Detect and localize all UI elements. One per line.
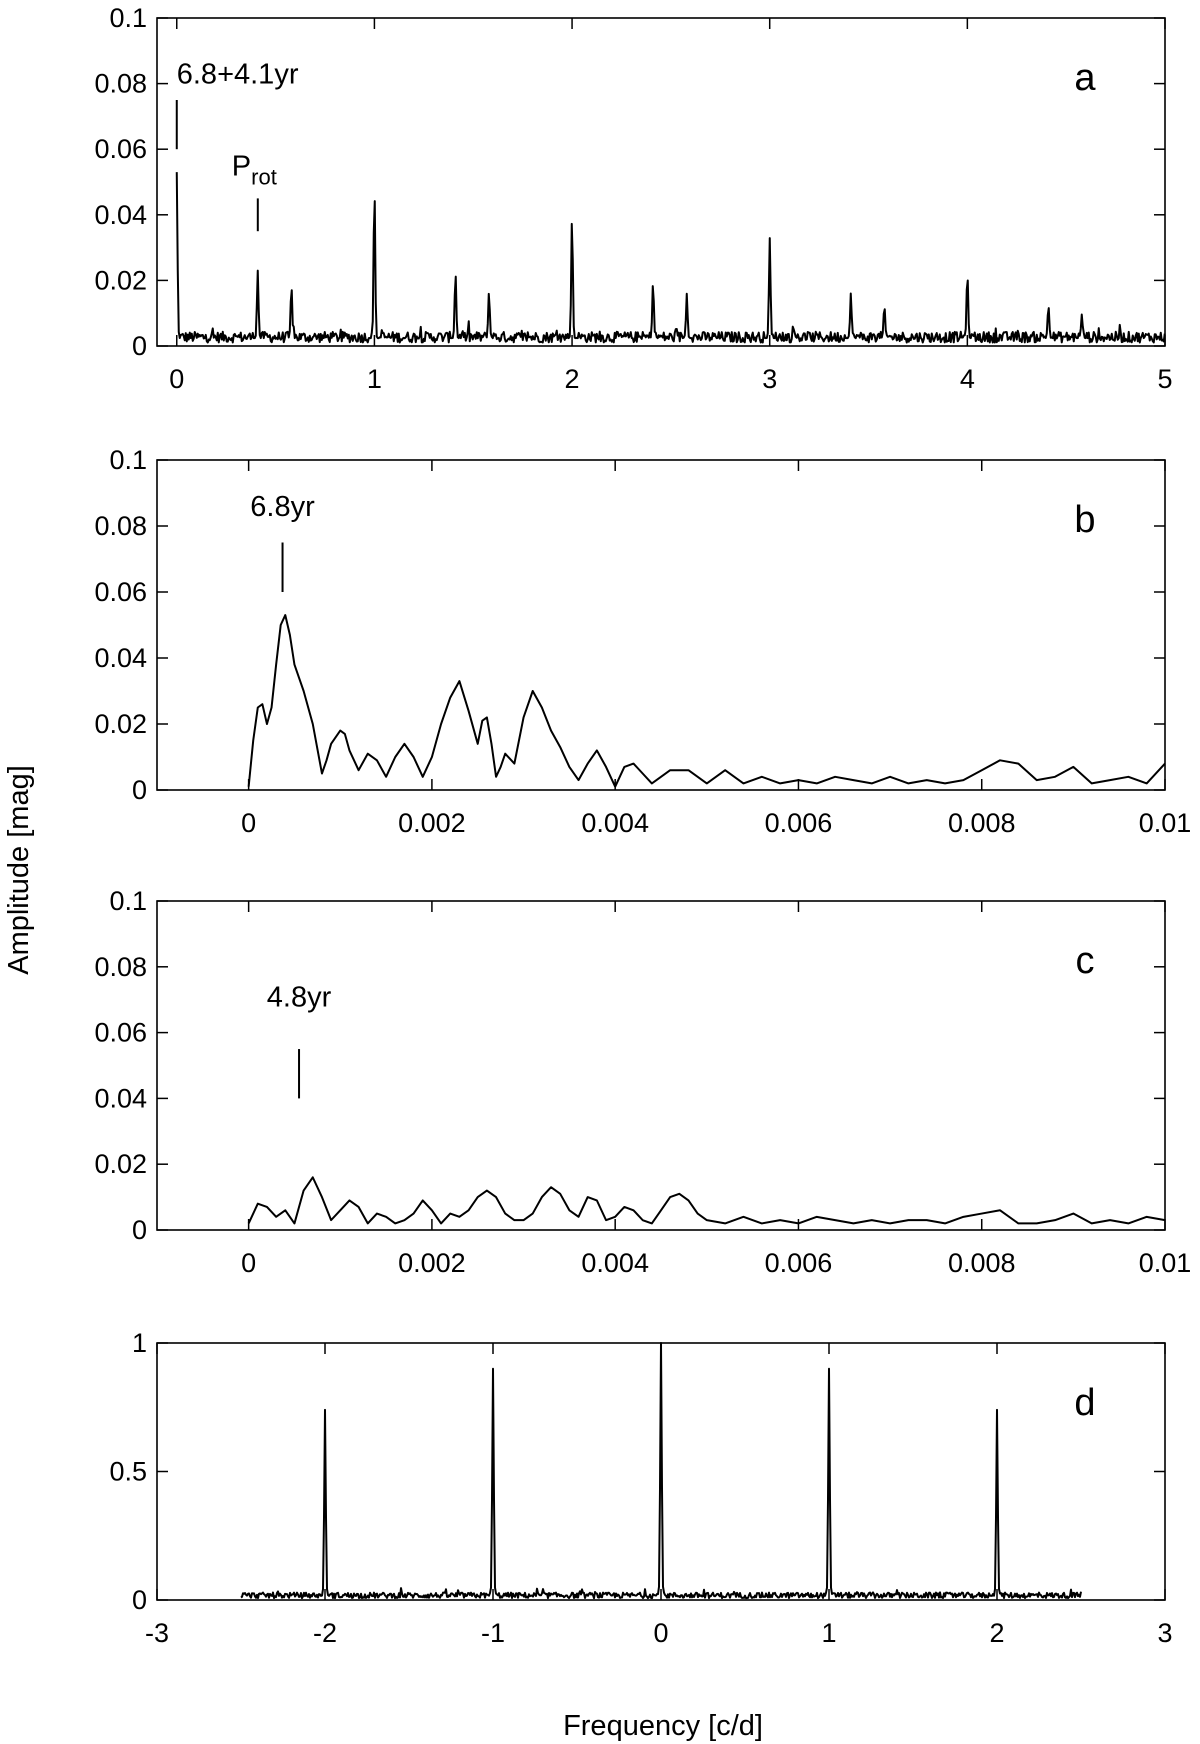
x-tick-label: 3 — [1157, 1618, 1172, 1648]
x-tick-label: 4 — [960, 364, 975, 394]
y-tick-label: 0.08 — [94, 69, 147, 99]
x-tick-label: 0.006 — [765, 808, 833, 838]
annotation-label: 6.8yr — [250, 491, 315, 523]
x-tick-label: -1 — [481, 1618, 505, 1648]
x-tick-label: 3 — [762, 364, 777, 394]
panel-b: 0 0.02 0.04 0.06 0.08 0.1 0 0.002 0.004 0.006 0.00… — [94, 445, 1191, 838]
x-tick-label: 5 — [1157, 364, 1172, 394]
y-tick-label: 0.02 — [94, 265, 147, 295]
y-tick-label: 0.04 — [94, 200, 147, 230]
y-tick-label: 0.08 — [94, 511, 147, 541]
y-tick-label: 0.04 — [94, 643, 147, 673]
annotation-label: 6.8+4.1yr — [177, 59, 299, 91]
x-tick-label: 0.008 — [948, 808, 1016, 838]
y-tick-label: 1 — [132, 1328, 147, 1358]
x-tick-label: 1 — [367, 364, 382, 394]
plot-frame — [156, 17, 1166, 347]
y-tick-label: 0 — [132, 1215, 147, 1245]
y-tick-label: 0.04 — [94, 1083, 147, 1113]
y-tick-label: 0.1 — [109, 886, 147, 916]
y-tick-label: 0.1 — [109, 445, 147, 475]
x-tick-label: 2 — [565, 364, 580, 394]
series-line — [175, 172, 1166, 344]
x-tick-label: 0 — [241, 1248, 256, 1278]
panel-d: 0 0.5 1 -3 -2 -1 0 1 2 3 d — [109, 1328, 1172, 1648]
y-tick-label: 0.06 — [94, 134, 147, 164]
x-tick-label: 2 — [989, 1618, 1004, 1648]
x-tick-label: 0 — [241, 808, 256, 838]
x-tick-label: 0.004 — [581, 808, 649, 838]
x-tick-label: 0.006 — [765, 1248, 833, 1278]
y-tick-label: 0.1 — [109, 3, 147, 33]
series-line — [247, 614, 1166, 788]
x-tick-label: 0.004 — [581, 1248, 649, 1278]
y-axis-title: Amplitude [mag] — [3, 765, 35, 975]
annotation-label: 4.8yr — [267, 981, 332, 1013]
panel-label: a — [1074, 57, 1096, 99]
y-tick-label: 0 — [132, 331, 147, 361]
panel-c: 0 0.02 0.04 0.06 0.08 0.1 0 0.002 0.004 0.006 0.00… — [94, 886, 1191, 1278]
x-tick-label: -2 — [313, 1618, 337, 1648]
plot-frame — [156, 459, 1166, 791]
panel-label: b — [1074, 499, 1095, 541]
x-tick-label: 0.01 — [1139, 1248, 1192, 1278]
panel-label: c — [1076, 940, 1095, 982]
y-tick-label: 0.08 — [94, 952, 147, 982]
y-tick-label: 0 — [132, 1585, 147, 1615]
x-tick-label: 0 — [169, 364, 184, 394]
x-tick-label: 0.01 — [1139, 808, 1192, 838]
x-tick-label: 0.002 — [398, 808, 466, 838]
y-tick-label: 0.06 — [94, 1018, 147, 1048]
y-tick-label: 0 — [132, 775, 147, 805]
annotation-label: Prot — [232, 150, 277, 189]
y-tick-label: 0.5 — [109, 1457, 147, 1487]
x-axis-title: Frequency [c/d] — [563, 1710, 763, 1742]
x-tick-label: 0.002 — [398, 1248, 466, 1278]
x-tick-label: 0 — [653, 1618, 668, 1648]
series-line — [240, 1342, 1082, 1600]
x-tick-label: 0.008 — [948, 1248, 1016, 1278]
series-line — [247, 1176, 1166, 1225]
x-tick-label: 1 — [821, 1618, 836, 1648]
x-tick-label: -3 — [145, 1618, 169, 1648]
panel-a: 0 0.02 0.04 0.06 0.08 0.1 0 1 2 3 4 5 a 6.8+4.1yr Prot — [94, 3, 1172, 394]
panel-label: d — [1074, 1382, 1095, 1424]
y-tick-label: 0.02 — [94, 1149, 147, 1179]
plot-frame — [156, 900, 1166, 1231]
y-tick-label: 0.02 — [94, 709, 147, 739]
y-tick-label: 0.06 — [94, 577, 147, 607]
